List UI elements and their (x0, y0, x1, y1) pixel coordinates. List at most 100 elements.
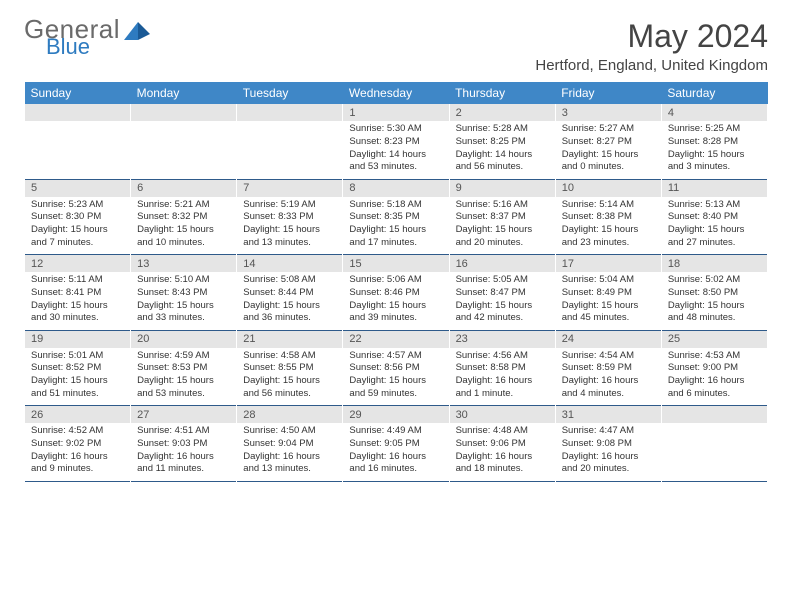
day-number-cell: 1 (343, 104, 449, 121)
daylight-text: Daylight: 15 hours and 10 minutes. (137, 224, 230, 250)
sunset-text: Sunset: 8:33 PM (243, 211, 336, 224)
sunset-text: Sunset: 8:35 PM (349, 211, 442, 224)
day-number-cell: 26 (25, 406, 131, 423)
sunrise-text: Sunrise: 5:02 AM (668, 274, 761, 287)
daylight-text: Daylight: 15 hours and 59 minutes. (349, 375, 442, 401)
day-body-cell: Sunrise: 4:53 AMSunset: 9:00 PMDaylight:… (661, 348, 767, 406)
day-body-row: Sunrise: 5:01 AMSunset: 8:52 PMDaylight:… (25, 348, 768, 406)
day-body-cell: Sunrise: 4:54 AMSunset: 8:59 PMDaylight:… (555, 348, 661, 406)
sunrise-text: Sunrise: 5:19 AM (243, 199, 336, 212)
daylight-text: Daylight: 15 hours and 27 minutes. (668, 224, 761, 250)
weekday-header: Monday (131, 82, 237, 104)
daylight-text: Daylight: 15 hours and 53 minutes. (137, 375, 230, 401)
daylight-text: Daylight: 15 hours and 48 minutes. (668, 300, 761, 326)
sunset-text: Sunset: 8:46 PM (349, 287, 442, 300)
day-body-cell: Sunrise: 4:47 AMSunset: 9:08 PMDaylight:… (555, 423, 661, 481)
weekday-header: Thursday (449, 82, 555, 104)
sunrise-text: Sunrise: 5:08 AM (243, 274, 336, 287)
sunset-text: Sunset: 8:38 PM (562, 211, 655, 224)
weekday-header: Friday (555, 82, 661, 104)
calendar-table: Sunday Monday Tuesday Wednesday Thursday… (24, 82, 768, 482)
day-body-cell (661, 423, 767, 481)
day-body-cell: Sunrise: 4:52 AMSunset: 9:02 PMDaylight:… (25, 423, 131, 481)
sunrise-text: Sunrise: 5:28 AM (456, 123, 549, 136)
day-number-cell: 29 (343, 406, 449, 423)
day-body-cell: Sunrise: 5:11 AMSunset: 8:41 PMDaylight:… (25, 272, 131, 330)
day-body-row: Sunrise: 4:52 AMSunset: 9:02 PMDaylight:… (25, 423, 768, 481)
day-body-cell: Sunrise: 5:05 AMSunset: 8:47 PMDaylight:… (449, 272, 555, 330)
page-title: May 2024 (535, 18, 768, 55)
weekday-header: Sunday (25, 82, 131, 104)
daylight-text: Daylight: 15 hours and 20 minutes. (456, 224, 549, 250)
sunrise-text: Sunrise: 4:49 AM (349, 425, 442, 438)
sunrise-text: Sunrise: 4:58 AM (243, 350, 336, 363)
sunset-text: Sunset: 8:58 PM (456, 362, 549, 375)
day-body-row: Sunrise: 5:30 AMSunset: 8:23 PMDaylight:… (25, 121, 768, 179)
sunset-text: Sunset: 9:02 PM (31, 438, 124, 451)
sunrise-text: Sunrise: 5:18 AM (349, 199, 442, 212)
sunrise-text: Sunrise: 5:01 AM (31, 350, 124, 363)
day-body-cell: Sunrise: 5:30 AMSunset: 8:23 PMDaylight:… (343, 121, 449, 179)
daylight-text: Daylight: 16 hours and 13 minutes. (243, 451, 336, 477)
day-body-cell: Sunrise: 5:01 AMSunset: 8:52 PMDaylight:… (25, 348, 131, 406)
day-number-cell: 5 (25, 180, 131, 197)
sunset-text: Sunset: 8:49 PM (562, 287, 655, 300)
sunset-text: Sunset: 9:05 PM (349, 438, 442, 451)
day-number-cell: 4 (661, 104, 767, 121)
day-number-row: 1234 (25, 104, 768, 121)
sunrise-text: Sunrise: 5:30 AM (349, 123, 442, 136)
daylight-text: Daylight: 15 hours and 30 minutes. (31, 300, 124, 326)
day-number-cell: 7 (237, 180, 343, 197)
daylight-text: Daylight: 16 hours and 16 minutes. (349, 451, 442, 477)
weekday-header: Saturday (661, 82, 767, 104)
sunset-text: Sunset: 8:32 PM (137, 211, 230, 224)
sunset-text: Sunset: 9:08 PM (562, 438, 655, 451)
location-text: Hertford, England, United Kingdom (535, 57, 768, 74)
day-body-cell: Sunrise: 5:28 AMSunset: 8:25 PMDaylight:… (449, 121, 555, 179)
day-body-cell: Sunrise: 5:02 AMSunset: 8:50 PMDaylight:… (661, 272, 767, 330)
sunset-text: Sunset: 9:03 PM (137, 438, 230, 451)
daylight-text: Daylight: 15 hours and 51 minutes. (31, 375, 124, 401)
day-number-row: 19202122232425 (25, 331, 768, 348)
daylight-text: Daylight: 15 hours and 23 minutes. (562, 224, 655, 250)
daylight-text: Daylight: 15 hours and 39 minutes. (349, 300, 442, 326)
day-body-cell: Sunrise: 5:25 AMSunset: 8:28 PMDaylight:… (661, 121, 767, 179)
day-body-cell: Sunrise: 5:21 AMSunset: 8:32 PMDaylight:… (131, 197, 237, 255)
daylight-text: Daylight: 15 hours and 42 minutes. (456, 300, 549, 326)
day-body-cell: Sunrise: 4:51 AMSunset: 9:03 PMDaylight:… (131, 423, 237, 481)
day-number-cell: 27 (131, 406, 237, 423)
logo-word-blue: Blue (46, 37, 120, 57)
day-body-cell (25, 121, 131, 179)
day-number-cell (131, 104, 237, 121)
sunrise-text: Sunrise: 5:16 AM (456, 199, 549, 212)
sunset-text: Sunset: 9:06 PM (456, 438, 549, 451)
daylight-text: Daylight: 15 hours and 7 minutes. (31, 224, 124, 250)
daylight-text: Daylight: 16 hours and 20 minutes. (562, 451, 655, 477)
sunset-text: Sunset: 8:40 PM (668, 211, 761, 224)
sunset-text: Sunset: 8:44 PM (243, 287, 336, 300)
day-body-cell: Sunrise: 5:23 AMSunset: 8:30 PMDaylight:… (25, 197, 131, 255)
sunset-text: Sunset: 8:37 PM (456, 211, 549, 224)
day-number-cell: 17 (555, 255, 661, 272)
day-body-cell: Sunrise: 5:08 AMSunset: 8:44 PMDaylight:… (237, 272, 343, 330)
day-number-row: 567891011 (25, 180, 768, 197)
day-body-cell: Sunrise: 4:48 AMSunset: 9:06 PMDaylight:… (449, 423, 555, 481)
daylight-text: Daylight: 16 hours and 18 minutes. (456, 451, 549, 477)
day-body-cell: Sunrise: 4:59 AMSunset: 8:53 PMDaylight:… (131, 348, 237, 406)
sunset-text: Sunset: 8:55 PM (243, 362, 336, 375)
calendar-page: General Blue May 2024 Hertford, England,… (0, 0, 792, 492)
daylight-text: Daylight: 16 hours and 9 minutes. (31, 451, 124, 477)
day-number-cell: 25 (661, 331, 767, 348)
day-body-cell: Sunrise: 5:06 AMSunset: 8:46 PMDaylight:… (343, 272, 449, 330)
calendar-body: 1234Sunrise: 5:30 AMSunset: 8:23 PMDayli… (25, 104, 768, 482)
week-separator (25, 481, 768, 482)
day-number-cell: 31 (555, 406, 661, 423)
weekday-header: Wednesday (343, 82, 449, 104)
day-number-cell (661, 406, 767, 423)
day-number-cell: 22 (343, 331, 449, 348)
weekday-header: Tuesday (237, 82, 343, 104)
day-body-cell: Sunrise: 4:56 AMSunset: 8:58 PMDaylight:… (449, 348, 555, 406)
sunset-text: Sunset: 8:56 PM (349, 362, 442, 375)
day-number-cell: 23 (449, 331, 555, 348)
header: General Blue May 2024 Hertford, England,… (24, 18, 768, 74)
